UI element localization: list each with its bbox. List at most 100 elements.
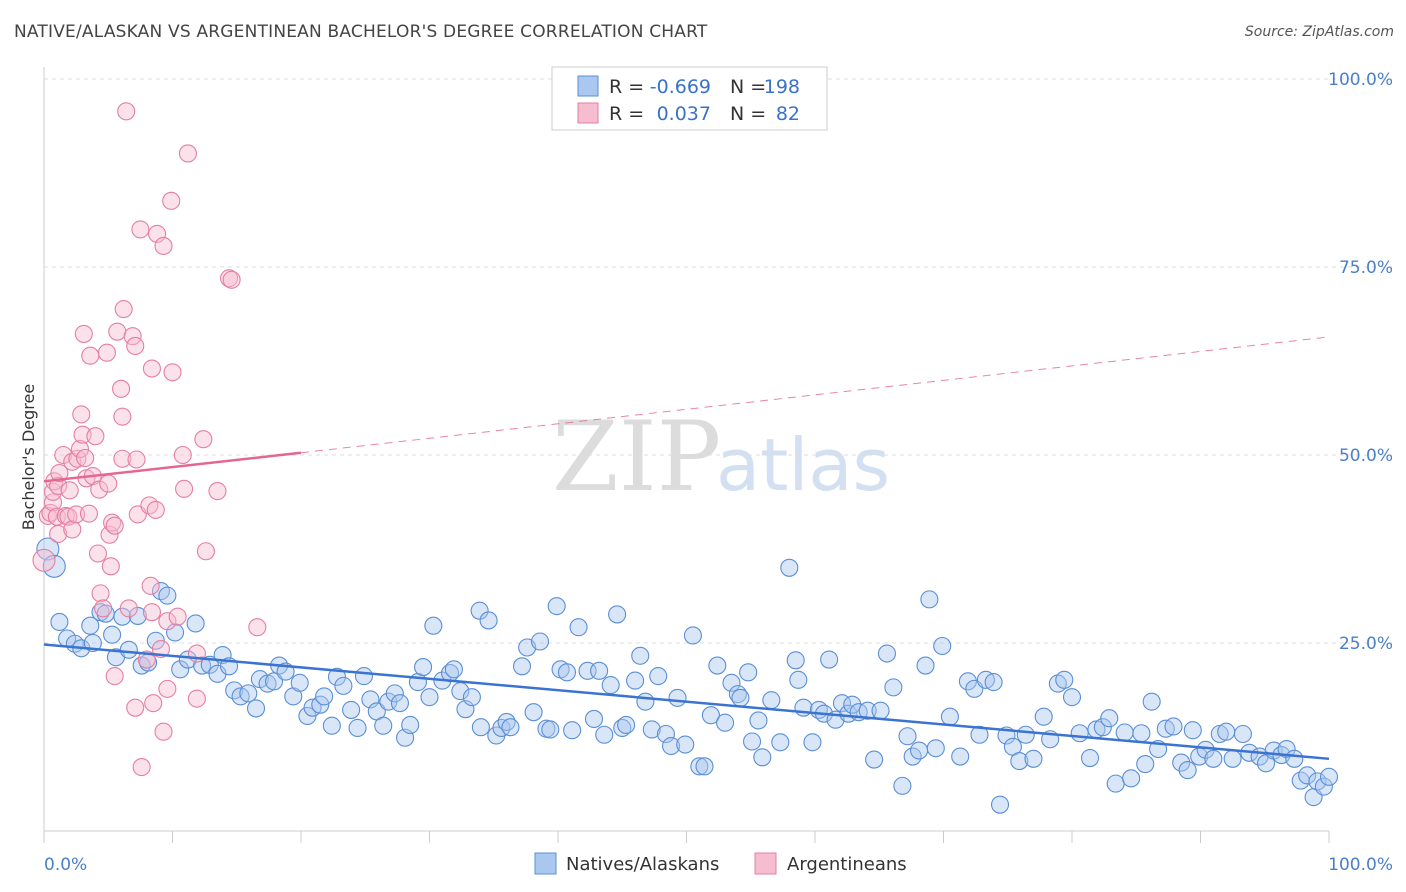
legend: R = -0.669 N = 198 R = 0.037 N = 82 [551, 66, 828, 131]
argentinean-point [99, 474, 118, 493]
native-point [1233, 724, 1252, 744]
native-point [444, 660, 463, 679]
argentinean-point [90, 480, 109, 499]
native-point [119, 640, 138, 659]
argentinean-point [222, 270, 241, 289]
native-point [414, 658, 433, 677]
argentinean-point [132, 758, 151, 777]
argentinean-point [100, 525, 119, 544]
native-point [984, 673, 1003, 692]
y-tick-label: 75.0% [1339, 258, 1393, 278]
bottom-legend-swatch-natives [534, 852, 557, 875]
native-point [1122, 769, 1141, 788]
native-point [749, 711, 768, 730]
native-point [563, 721, 582, 740]
native-point [193, 656, 212, 675]
native-point [742, 732, 762, 751]
argentinean-point [142, 359, 161, 378]
native-point [926, 739, 945, 758]
chart-source: Source: ZipAtlas.com [1244, 24, 1394, 40]
native-point [920, 590, 939, 609]
legend-n-value-natives: 198 [764, 76, 800, 98]
native-point [662, 736, 681, 756]
native-point [1132, 724, 1151, 743]
argentinean-point [49, 524, 68, 544]
native-point [401, 715, 420, 735]
native-point [1062, 688, 1082, 707]
native-point [631, 646, 650, 665]
native-point [322, 716, 341, 735]
native-point [990, 795, 1010, 814]
argentinean-point [126, 336, 145, 356]
native-point [722, 673, 741, 692]
native-point [884, 678, 903, 697]
native-point [1024, 749, 1043, 768]
argentinean-point [60, 481, 79, 500]
native-point [820, 650, 839, 669]
native-point [595, 725, 614, 744]
argentinean-point [79, 504, 99, 523]
native-point [910, 741, 929, 760]
legend-r-value-natives: -0.669 [650, 76, 711, 98]
grid-lines [44, 78, 1392, 644]
native-point [636, 692, 655, 711]
bottom-legend-swatch-argentineans [754, 852, 777, 875]
argentinean-point [74, 324, 93, 343]
argentinean-point [70, 439, 90, 459]
legend-swatch-argentineans [577, 102, 599, 124]
native-point [1016, 725, 1035, 744]
native-point [171, 660, 190, 679]
native-point [731, 688, 750, 707]
argentinean-point [88, 544, 108, 563]
bottom-legend-label-argentineans: Argentineans [787, 854, 907, 875]
native-point [246, 699, 266, 718]
argentinean-point [117, 102, 136, 121]
native-point [898, 727, 917, 746]
argentinean-point [43, 493, 63, 512]
native-point [1055, 670, 1074, 689]
legend-r-label-argentineans: R = [609, 103, 644, 125]
argentinean-point [187, 689, 206, 708]
native-point [50, 612, 69, 631]
watermark-zip: ZIP [552, 401, 721, 513]
native-point [1314, 777, 1333, 796]
native-point [958, 672, 977, 691]
native-point [385, 684, 404, 703]
native-point [1285, 749, 1304, 768]
argentinean-point [63, 520, 82, 539]
native-point [1217, 722, 1236, 741]
native-point [1164, 717, 1183, 736]
native-point [569, 618, 588, 637]
argentinean-point [94, 599, 113, 618]
argentinean-point [151, 639, 170, 659]
y-tick-label: 100.0% [1328, 70, 1393, 90]
native-point [1100, 709, 1119, 728]
native-point [547, 597, 566, 616]
argentinean-point [144, 694, 163, 713]
argentinean-point [154, 722, 173, 741]
native-point [239, 684, 258, 703]
native-point [858, 701, 877, 720]
native-point [715, 713, 735, 732]
native-point [530, 632, 550, 651]
native-point [933, 636, 952, 656]
x-tick-label-max: 100.0% [1328, 855, 1393, 875]
native-point [1178, 761, 1197, 780]
bottom-legend-label-natives: Natives/Alaskans [566, 854, 719, 875]
native-point [786, 651, 805, 670]
native-point [739, 663, 758, 682]
argentinean-point [208, 482, 227, 501]
argentinean-point [113, 449, 132, 468]
native-point [590, 661, 609, 680]
native-point [1223, 749, 1242, 768]
argentinean-point [81, 346, 100, 365]
argentinean-point [146, 500, 165, 519]
native-point [676, 735, 695, 754]
native-point [158, 586, 177, 605]
native-point [970, 725, 989, 744]
native-point [290, 673, 309, 692]
argentinean-point [173, 445, 192, 465]
native-point [683, 626, 702, 645]
chart-title: NATIVE/ALASKAN VS ARGENTINEAN BACHELOR'S… [14, 22, 708, 42]
